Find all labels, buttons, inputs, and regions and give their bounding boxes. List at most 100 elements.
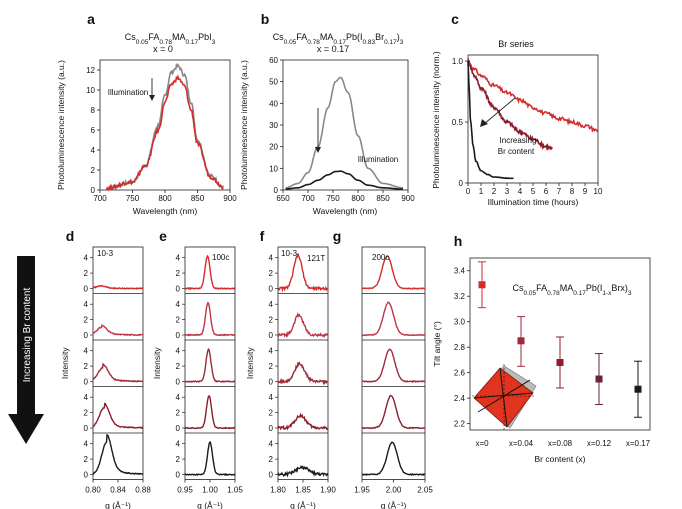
y-tick-label: 4 [176,347,181,356]
y-tick-label: 50 [269,78,278,87]
y-tick-label: 2.6 [454,369,466,378]
y-tick-label: 2 [84,316,89,325]
peak-curve [277,361,329,386]
x-tick-label: 0.88 [135,486,151,495]
x-tick-label: 900 [223,194,237,203]
peak-curve [184,440,236,477]
y-tick-label: 2 [176,409,181,418]
side-label: Increasing Br content [22,288,33,383]
series-line [467,57,554,152]
panel-label-b: b [261,11,270,27]
y-tick-label: 3.0 [454,318,466,327]
peak-curve [277,312,329,338]
x-tick-label: 8 [570,187,575,196]
panel-f-subtitle: 121T [307,254,325,263]
x-tick-label: 10 [594,187,603,196]
xlabel-d: q (Å⁻¹) [105,501,131,509]
y-tick-label: 4 [176,254,181,263]
series-line [105,74,224,192]
peak-curve [92,402,144,429]
category-label: x=0 [475,439,489,448]
axes-frame [469,257,651,431]
series-line [467,60,599,133]
y-tick-label: 4 [176,300,181,309]
panel-f-title: 10-3 [281,249,298,258]
ylabel-d: Intensity [60,347,70,379]
y-tick-label: 40 [269,99,278,108]
y-tick-label: 0 [176,331,181,340]
y-tick-label: 4 [84,254,89,263]
panel-h-ylabel: Tilt angle (°) [432,321,442,367]
y-tick-label: 3.4 [454,267,466,276]
y-tick-label: 4 [269,393,274,402]
panel-h-xlabel: Br content (x) [534,454,585,464]
y-tick-label: 30 [269,121,278,130]
y-tick-label: 4 [91,146,96,155]
y-tick-label: 2 [176,316,181,325]
x-tick-label: 0.84 [110,486,126,495]
data-point [634,385,642,393]
y-tick-label: 0 [91,186,96,195]
arrow-head [480,119,488,127]
y-tick-label: 0 [84,285,89,294]
y-tick-label: 10 [269,164,278,173]
peak-curve [277,253,329,293]
y-tick-label: 2 [176,455,181,464]
x-tick-label: 850 [376,194,390,203]
octahedron-axis [499,367,508,428]
peak-curve [361,301,426,337]
octahedron-inset [472,364,537,430]
x-tick-label: 1.85 [295,486,311,495]
peak-curve [361,441,426,476]
arrow-body [17,256,35,416]
y-tick-label: 0 [459,179,464,188]
x-tick-label: 2.00 [386,486,402,495]
panel-label-h: h [454,233,463,249]
panel-label-a: a [87,11,95,27]
x-tick-label: 2 [492,187,497,196]
panel-label-c: c [451,11,459,27]
peak-curve [92,362,144,383]
category-label: x=0.12 [587,439,612,448]
y-tick-label: 2 [84,362,89,371]
category-label: x=0.17 [626,439,651,448]
y-tick-label: 20 [269,143,278,152]
y-tick-label: 0.5 [452,118,464,127]
y-tick-label: 0 [176,378,181,387]
y-tick-label: 0 [84,378,89,387]
data-point [556,358,564,366]
y-tick-label: 2 [91,166,96,175]
x-tick-label: 1.00 [202,486,218,495]
axes-frame [184,246,236,480]
panel-label-e: e [159,228,167,244]
panel-h-title: Cs0.05FA0.78MA0.17Pb(I1-xBrx)3 [513,283,632,297]
annotation-line-2: Br content [498,147,535,156]
y-tick-label: 0 [269,424,274,433]
annotation-illumination: Illumination [108,88,148,97]
y-tick-label: 2.8 [454,343,466,352]
y-tick-label: 0 [269,378,274,387]
y-tick-label: 4 [176,393,181,402]
category-label: x=0.08 [548,439,573,448]
y-tick-label: 2 [269,316,274,325]
y-tick-label: 4 [269,440,274,449]
y-tick-label: 2 [84,455,89,464]
x-tick-label: 800 [158,194,172,203]
y-tick-label: 0 [84,471,89,480]
y-tick-label: 6 [91,126,96,135]
xlabel-e: q (Å⁻¹) [197,501,223,509]
y-tick-label: 0 [274,186,279,195]
ylabel-f: Intensity [245,347,255,379]
x-tick-label: 700 [301,194,315,203]
arrow-shaft [483,97,516,125]
panel-label-g: g [333,228,342,244]
side-arrow: Increasing Br content [8,256,44,444]
panel-g: g 1.95 2.00 2.05 q (Å⁻¹) 200c [333,228,434,509]
y-tick-label: 4 [269,347,274,356]
panel-a-title: Cs0.05FA0.78MA0.17PbI3 [125,32,216,46]
axes-frame [282,59,409,191]
x-tick-label: 700 [93,194,107,203]
xlabel-f: q (Å⁻¹) [290,501,316,509]
x-tick-label: 0.95 [177,486,193,495]
